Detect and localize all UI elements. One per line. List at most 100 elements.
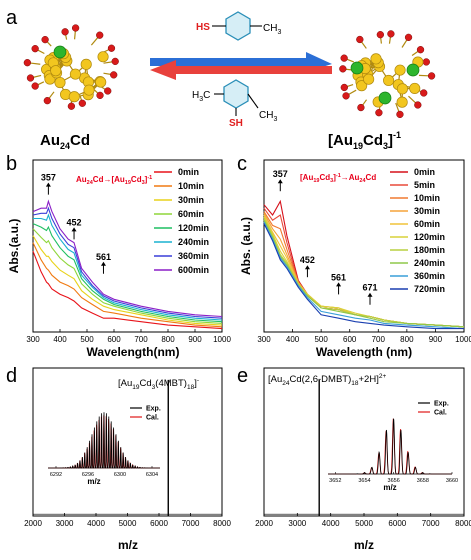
sulfur-atom [110,71,118,79]
x-tick-label: 300 [26,335,40,344]
x-axis-label-b: Wavelength(nm) [87,345,180,359]
ligand-26dmbt: H3C SH CH3 [192,79,277,129]
peak-annotation: 357 [41,173,56,183]
x-tick-label: 2000 [24,519,42,528]
panel-label-d: d [6,365,17,387]
top-ligand-sh: HS [196,22,210,33]
x-tick-label: 600 [343,335,357,344]
series-line [32,206,223,319]
inset-legend-label: Cal. [146,415,159,422]
sulfur-atom [96,31,104,39]
x-tick-label: 300 [257,335,271,344]
legend-label: 240min [178,237,209,247]
legend-label: 60min [414,219,440,229]
scheme-panel: a Au24Cd [Au19Cd3]-1 HS CH3 H3C SH CH3 [6,7,436,151]
inset-xlabel-d: m/z [87,477,100,486]
legend-label: 10min [414,193,440,203]
isotope-profile [48,412,160,469]
x-tick-label: 4000 [322,519,340,528]
x-axis-label-c: Wavelength (nm) [316,345,412,359]
inset-tick-label: 6296 [82,472,94,478]
sulfur-atom [357,103,365,112]
legend-label: 60min [178,209,204,219]
inset-tick-label: 3658 [417,478,429,484]
sulfur-atom [107,44,116,52]
sulfur-atom [26,74,35,82]
series-line [32,242,223,328]
sulfur-atom [31,82,39,90]
x-axis-label-e: m/z [354,538,374,552]
inset-tick-label: 6300 [114,472,126,478]
x-tick-label: 800 [400,335,414,344]
baseline-noise [263,513,464,515]
isotope-profile [328,418,452,475]
legend-c: 0min 5min 10min 30min 60min 120min 180min 240mi… [390,167,445,294]
sulfur-atom [31,45,39,53]
left-cluster-name: Au24Cd [40,132,90,151]
peak-arrowhead [100,261,106,266]
baseline-noise [32,513,222,515]
x-tick-label: 800 [161,335,175,344]
series-line [263,221,465,330]
panel-label-c: c [237,153,247,175]
sulfur-atom [67,102,76,110]
peak-arrowhead [304,265,310,270]
legend-label: 180min [414,245,445,255]
gold-atom [95,76,107,88]
plot-frame-e [263,367,465,517]
gold-atom [83,84,95,96]
cadmium-atom [406,63,420,77]
au19cd3-cluster-image [339,30,436,119]
sulfur-atom [420,89,428,97]
sulfur-atom [387,30,395,38]
series-line [33,213,223,321]
gold-atom [97,51,109,63]
inset-tick-label: 6304 [146,472,158,478]
sulfur-atom [416,46,425,54]
plot-area-b: 300 400 500 600 700 800 900 1000 357 452 561 [26,173,231,344]
sulfur-atom [23,59,32,67]
gold-atom [50,65,62,77]
x-tick-label: 600 [107,335,121,344]
sulfur-atom [339,65,347,73]
gold-atom [363,73,375,85]
panel-e: e 2000 3000 4000 5000 6000 7000 8000 [Au24Cd(2… [237,365,471,552]
peak-annotation: 671 [362,283,377,293]
sulfur-atom [396,110,404,119]
series-line [32,250,223,330]
x-tick-label: 1000 [213,335,231,344]
series-line [32,228,223,324]
x-tick-label: 8000 [213,519,231,528]
y-axis-label-b: Abs.(a.u.) [7,219,21,274]
bottom-ligand-methyl-right: CH3 [259,110,277,123]
peak-arrowhead [336,282,342,287]
inset-tick-label: 6292 [50,472,62,478]
cadmium-atom [53,45,67,59]
sulfur-atom [414,101,422,109]
x-tick-label: 3000 [56,519,74,528]
legend-label: 120min [414,232,445,242]
reaction-title-b: Au24Cd→[Au19Cd3]-1 [76,175,152,186]
sulfur-atom [43,97,51,105]
inset-xlabel-e: m/z [383,483,396,492]
x-tick-label: 7000 [182,519,200,528]
legend-label: 10min [178,181,204,191]
sulfur-atom [96,91,104,100]
gold-atom [370,53,382,65]
sulfur-atom [340,54,348,62]
x-tick-label: 2000 [255,519,273,528]
series-line [263,219,465,328]
x-tick-label: 6000 [388,519,406,528]
x-tick-label: 900 [188,335,202,344]
sulfur-atom [78,99,86,107]
inset-d: 6292 6296 6300 6304 Exp. Cal. [48,406,161,478]
reverse-arrow [150,60,332,80]
sulfur-atom [342,92,350,100]
x-tick-label: 700 [372,335,386,344]
panel-c: c 300 400 500 600 700 800 900 1000357452561671 … [237,153,471,359]
plot-frame-c [263,159,465,333]
legend-label: 30min [414,206,440,216]
sulfur-atom [61,28,69,36]
x-tick-label: 700 [134,335,148,344]
